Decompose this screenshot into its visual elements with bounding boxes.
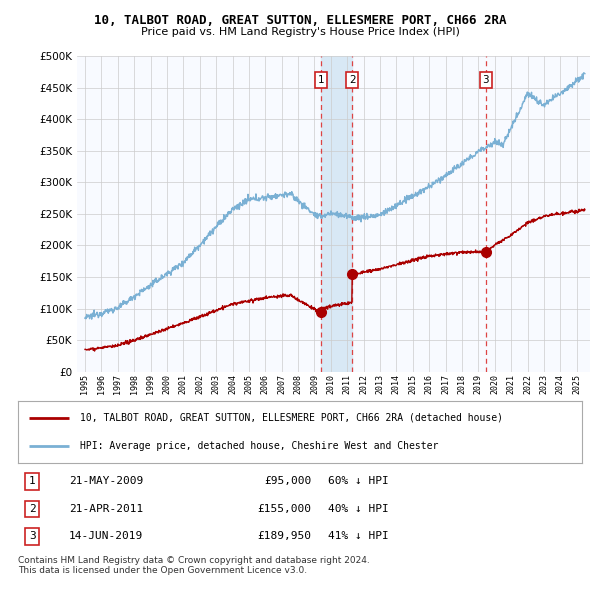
Text: Contains HM Land Registry data © Crown copyright and database right 2024.
This d: Contains HM Land Registry data © Crown c… (18, 556, 370, 575)
Text: 60% ↓ HPI: 60% ↓ HPI (328, 477, 389, 487)
Text: 3: 3 (29, 531, 35, 541)
Text: 1: 1 (29, 477, 35, 487)
Text: 21-APR-2011: 21-APR-2011 (69, 504, 143, 514)
Text: 2: 2 (29, 504, 35, 514)
Text: £155,000: £155,000 (257, 504, 311, 514)
Text: Price paid vs. HM Land Registry's House Price Index (HPI): Price paid vs. HM Land Registry's House … (140, 27, 460, 37)
Text: 1: 1 (317, 75, 324, 85)
Text: £95,000: £95,000 (264, 477, 311, 487)
Text: £189,950: £189,950 (257, 531, 311, 541)
Text: 21-MAY-2009: 21-MAY-2009 (69, 477, 143, 487)
Text: 40% ↓ HPI: 40% ↓ HPI (328, 504, 389, 514)
Text: 3: 3 (482, 75, 489, 85)
Text: 10, TALBOT ROAD, GREAT SUTTON, ELLESMERE PORT, CH66 2RA (detached house): 10, TALBOT ROAD, GREAT SUTTON, ELLESMERE… (80, 413, 503, 423)
Text: HPI: Average price, detached house, Cheshire West and Chester: HPI: Average price, detached house, Ches… (80, 441, 439, 451)
Text: 41% ↓ HPI: 41% ↓ HPI (328, 531, 389, 541)
Text: 2: 2 (349, 75, 355, 85)
Text: 14-JUN-2019: 14-JUN-2019 (69, 531, 143, 541)
Text: 10, TALBOT ROAD, GREAT SUTTON, ELLESMERE PORT, CH66 2RA: 10, TALBOT ROAD, GREAT SUTTON, ELLESMERE… (94, 14, 506, 27)
Bar (320, 56, 352, 372)
